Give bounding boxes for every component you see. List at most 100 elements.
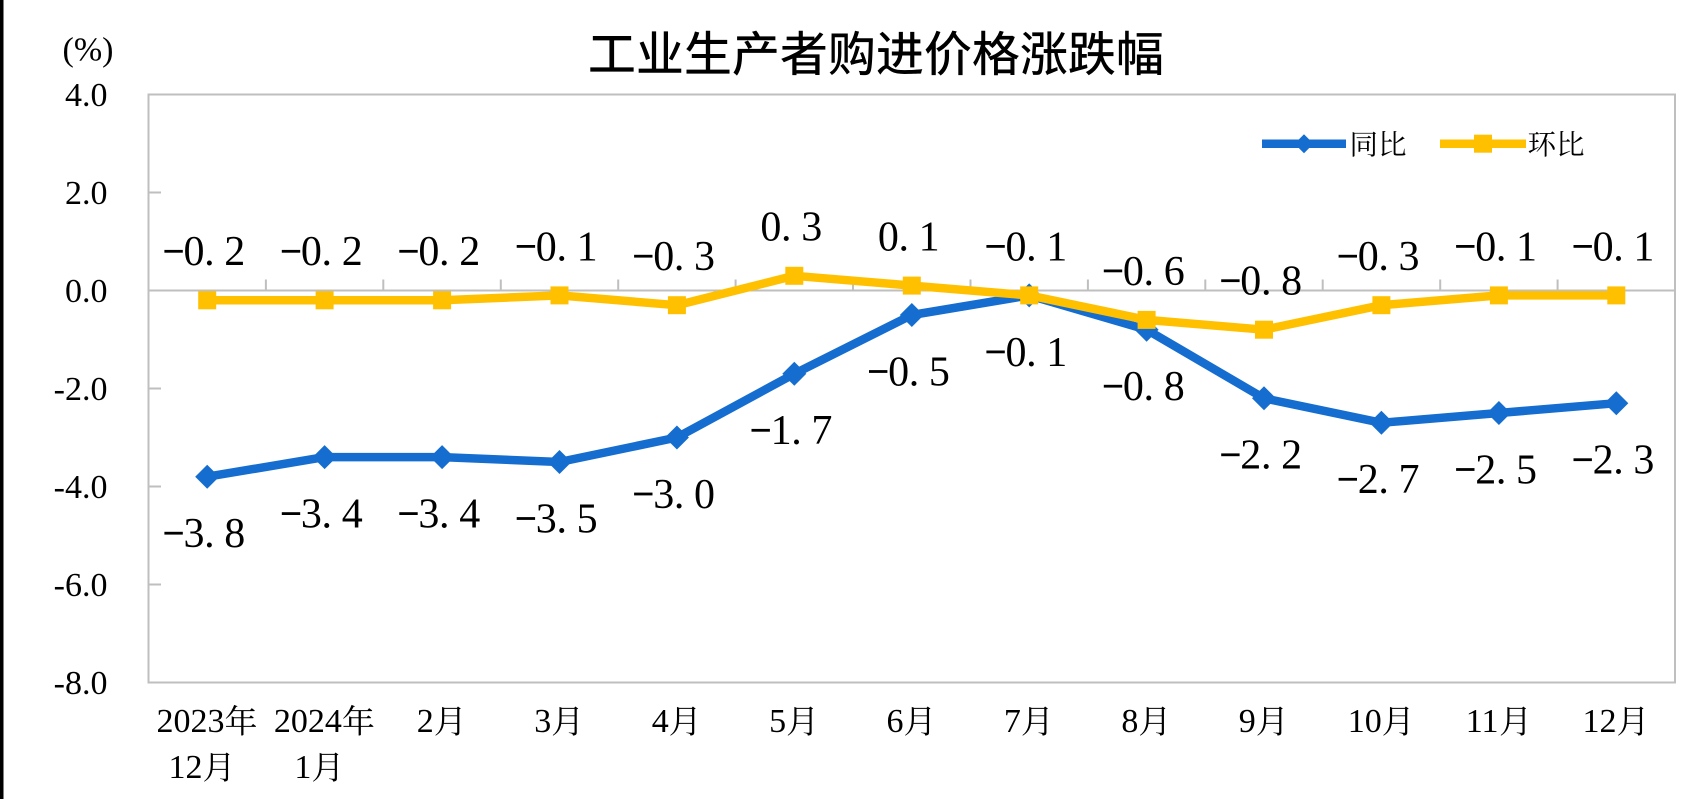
svg-text:0: 0 <box>1358 234 1379 280</box>
svg-text:.: . <box>204 229 215 275</box>
svg-text:8: 8 <box>1164 364 1185 410</box>
svg-text:3: 3 <box>1399 234 1420 280</box>
svg-text:3: 3 <box>418 492 439 538</box>
svg-text:0: 0 <box>184 229 205 275</box>
svg-text:3: 3 <box>801 205 822 251</box>
svg-text:0: 0 <box>1475 224 1496 270</box>
svg-text:.: . <box>1144 364 1155 410</box>
svg-text:2: 2 <box>342 229 363 275</box>
svg-text:2: 2 <box>1281 433 1302 479</box>
svg-text:2: 2 <box>1475 447 1496 493</box>
svg-text:.: . <box>1378 457 1389 503</box>
svg-text:0: 0 <box>1593 224 1614 270</box>
svg-text:5: 5 <box>929 349 950 395</box>
svg-text:2024: 2024 <box>274 703 342 740</box>
svg-text:12: 12 <box>169 749 203 786</box>
svg-text:-8.0: -8.0 <box>54 665 108 702</box>
svg-text:.: . <box>1026 224 1037 270</box>
svg-text:0.0: 0.0 <box>65 273 108 310</box>
svg-text:7: 7 <box>1004 703 1021 740</box>
svg-text:6: 6 <box>1164 249 1185 295</box>
svg-text:8: 8 <box>1121 703 1138 740</box>
svg-text:2.0: 2.0 <box>65 175 108 212</box>
svg-text:.: . <box>1496 447 1507 493</box>
svg-text:.: . <box>439 492 450 538</box>
svg-text:.: . <box>909 349 920 395</box>
svg-text:.: . <box>1026 330 1037 376</box>
svg-text:3: 3 <box>1633 438 1654 484</box>
svg-text:1: 1 <box>771 408 792 454</box>
svg-text:2: 2 <box>417 703 434 740</box>
svg-text:-6.0: -6.0 <box>54 567 108 604</box>
svg-text:.: . <box>674 472 685 518</box>
svg-text:2: 2 <box>224 229 245 275</box>
svg-text:0: 0 <box>1123 364 1144 410</box>
svg-text:8: 8 <box>1281 259 1302 305</box>
svg-text:2023: 2023 <box>157 703 225 740</box>
svg-text:0: 0 <box>1123 249 1144 295</box>
svg-text:3: 3 <box>536 496 557 542</box>
svg-text:0: 0 <box>760 205 781 251</box>
svg-text:0: 0 <box>653 234 674 280</box>
svg-text:1: 1 <box>294 749 311 786</box>
svg-text:0: 0 <box>536 224 557 270</box>
svg-text:4: 4 <box>459 492 480 538</box>
svg-text:0: 0 <box>1240 259 1261 305</box>
svg-text:6: 6 <box>887 703 904 740</box>
svg-text:0: 0 <box>1006 224 1027 270</box>
svg-text:8: 8 <box>224 511 245 557</box>
svg-text:1: 1 <box>1633 224 1654 270</box>
svg-text:3: 3 <box>653 472 674 518</box>
svg-text:.: . <box>1261 433 1272 479</box>
svg-text:-2.0: -2.0 <box>54 371 108 408</box>
svg-text:2: 2 <box>459 229 480 275</box>
svg-text:.: . <box>1261 259 1272 305</box>
svg-text:4: 4 <box>652 703 669 740</box>
svg-text:0: 0 <box>878 215 899 261</box>
svg-text:(%): (%) <box>63 31 114 68</box>
svg-text:5: 5 <box>577 496 598 542</box>
svg-text:9: 9 <box>1239 703 1256 740</box>
svg-text:.: . <box>439 229 450 275</box>
svg-text:4: 4 <box>342 492 363 538</box>
svg-text:.: . <box>899 215 910 261</box>
svg-text:.: . <box>204 511 215 557</box>
svg-text:0: 0 <box>694 472 715 518</box>
svg-text:10: 10 <box>1348 703 1382 740</box>
svg-text:.: . <box>674 234 685 280</box>
svg-text:.: . <box>1613 224 1624 270</box>
svg-text:2: 2 <box>1593 438 1614 484</box>
svg-text:0: 0 <box>888 349 909 395</box>
svg-text:7: 7 <box>1399 457 1420 503</box>
svg-text:0: 0 <box>1006 330 1027 376</box>
svg-text:3: 3 <box>694 234 715 280</box>
svg-text:.: . <box>781 205 792 251</box>
svg-text:1: 1 <box>1046 224 1067 270</box>
svg-text:1: 1 <box>1516 224 1537 270</box>
svg-text:.: . <box>322 229 333 275</box>
svg-text:2: 2 <box>1240 433 1261 479</box>
svg-text:2: 2 <box>1358 457 1379 503</box>
svg-text:0: 0 <box>301 229 322 275</box>
svg-text:0: 0 <box>418 229 439 275</box>
svg-text:7: 7 <box>811 408 832 454</box>
svg-text:11: 11 <box>1466 703 1499 740</box>
svg-text:.: . <box>322 492 333 538</box>
svg-text:.: . <box>791 408 802 454</box>
svg-text:1: 1 <box>577 224 598 270</box>
svg-text:.: . <box>556 224 567 270</box>
svg-text:.: . <box>1496 224 1507 270</box>
svg-text:1: 1 <box>1046 330 1067 376</box>
svg-text:3: 3 <box>184 511 205 557</box>
svg-text:3: 3 <box>534 703 551 740</box>
svg-text:5: 5 <box>1516 447 1537 493</box>
svg-text:12: 12 <box>1583 703 1617 740</box>
svg-text:5: 5 <box>769 703 786 740</box>
svg-text:3: 3 <box>301 492 322 538</box>
svg-text:4.0: 4.0 <box>65 77 108 114</box>
svg-text:1: 1 <box>919 215 940 261</box>
svg-text:.: . <box>1378 234 1389 280</box>
svg-text:.: . <box>1144 249 1155 295</box>
svg-text:.: . <box>1613 438 1624 484</box>
svg-text:-4.0: -4.0 <box>54 469 108 506</box>
